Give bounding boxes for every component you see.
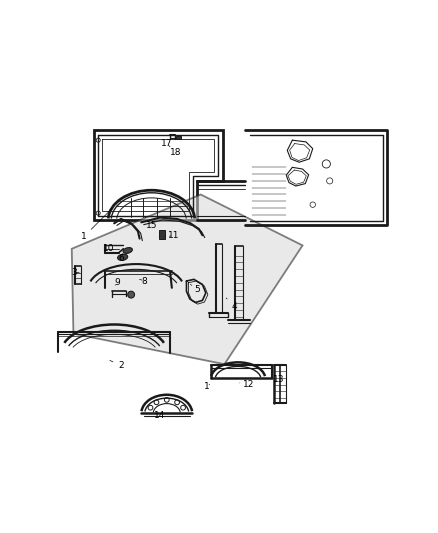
Text: 13: 13 (273, 375, 285, 384)
Text: 17: 17 (161, 139, 173, 148)
Text: 5: 5 (191, 285, 200, 294)
Text: 6: 6 (118, 254, 124, 263)
Ellipse shape (117, 254, 128, 261)
Text: 15: 15 (145, 216, 157, 230)
Text: 1: 1 (204, 382, 210, 391)
Text: 8: 8 (140, 277, 148, 286)
Bar (176, 136, 181, 140)
Polygon shape (72, 195, 303, 364)
Ellipse shape (123, 248, 132, 253)
Text: 9: 9 (115, 278, 120, 287)
Text: 18: 18 (170, 148, 181, 157)
Bar (159, 230, 166, 239)
Text: 1: 1 (81, 208, 112, 241)
Text: 14: 14 (154, 411, 166, 421)
Text: 10: 10 (103, 244, 115, 253)
Text: 4: 4 (226, 298, 237, 311)
Circle shape (128, 291, 134, 298)
Text: 2: 2 (110, 360, 124, 370)
Polygon shape (94, 130, 223, 220)
Text: 11: 11 (168, 231, 179, 240)
Text: 12: 12 (240, 380, 254, 389)
Text: 3: 3 (71, 268, 79, 277)
